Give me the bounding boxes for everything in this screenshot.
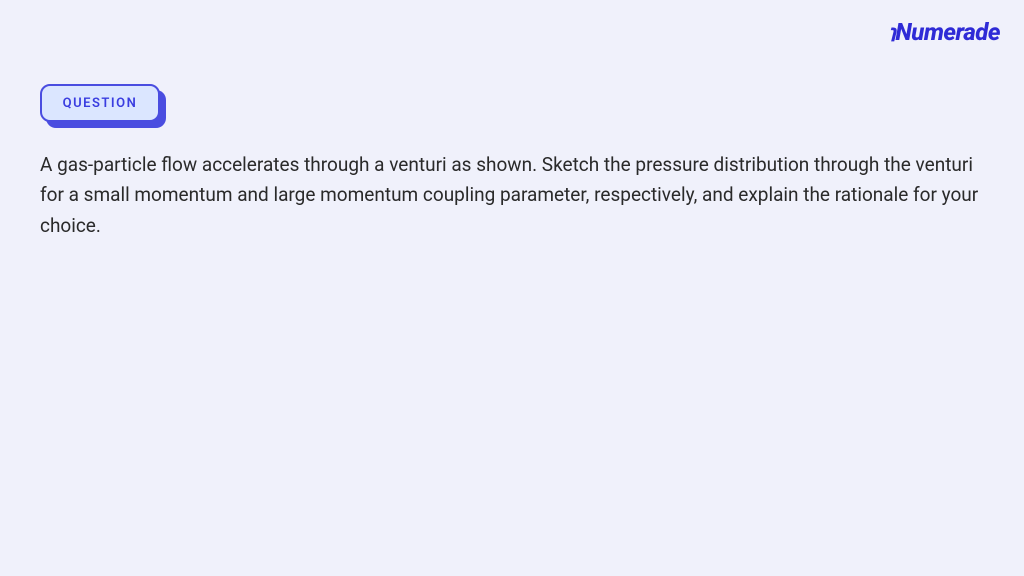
question-badge: QUESTION xyxy=(40,84,160,122)
brand-logo: ℩Numerade xyxy=(888,18,1000,46)
question-text: A gas-particle flow accelerates through … xyxy=(40,150,984,241)
logo-glyph: ℩ xyxy=(888,19,896,47)
question-badge-wrap: QUESTION xyxy=(40,84,160,122)
badge-label: QUESTION xyxy=(63,96,138,111)
logo-text: Numerade xyxy=(895,18,1000,46)
